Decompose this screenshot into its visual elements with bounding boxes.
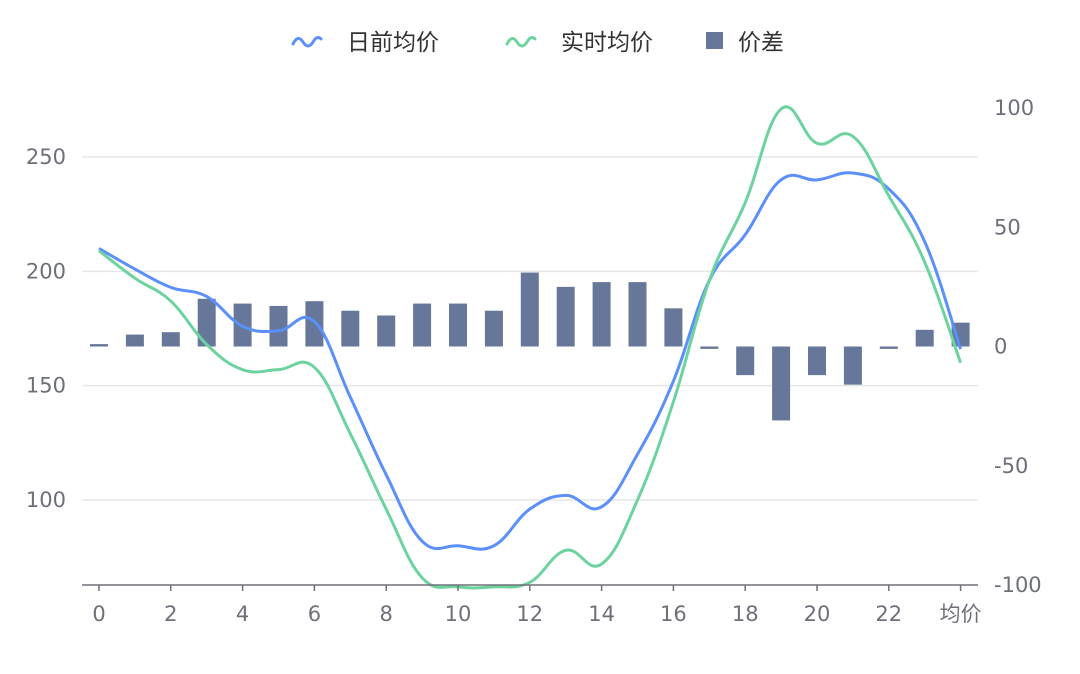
y-right-tick-label: 100 (994, 96, 1034, 120)
bar[interactable] (484, 310, 503, 347)
bar[interactable] (556, 286, 575, 347)
bar[interactable] (125, 334, 144, 347)
x-tick-label: 16 (660, 602, 687, 626)
legend-label: 价差 (738, 30, 784, 56)
x-tick-label: 8 (380, 602, 393, 626)
y-axis-right: -100 -50 0 50 100 (994, 96, 1042, 597)
bar[interactable] (628, 282, 647, 347)
x-tick-label: 6 (308, 602, 321, 626)
x-tick-label: 18 (732, 602, 759, 626)
y-left-tick-label: 100 (26, 488, 66, 512)
legend-item[interactable]: 价差 (706, 30, 784, 56)
y-right-tick-label: 50 (994, 215, 1021, 239)
x-axis: 0 2 4 6 8 10 12 14 16 18 20 22 均价 (82, 584, 982, 626)
square-legend-icon (706, 32, 723, 49)
y-left-tick-label: 250 (26, 145, 66, 169)
bar[interactable] (197, 298, 216, 347)
bar[interactable] (664, 308, 683, 347)
x-tick-label: 14 (588, 602, 615, 626)
bar[interactable] (449, 303, 467, 347)
bar[interactable] (305, 301, 324, 347)
bar[interactable] (915, 329, 934, 347)
y-left-tick-label: 150 (26, 374, 66, 398)
bar[interactable] (592, 282, 611, 347)
y-right-tick-label: -100 (994, 573, 1042, 597)
bar[interactable] (341, 310, 360, 347)
bar[interactable] (269, 305, 288, 347)
bar[interactable] (879, 346, 898, 349)
y-axis-left: 100 150 200 250 (26, 145, 66, 512)
legend-item[interactable]: 日前均价 (291, 30, 439, 56)
bar[interactable] (951, 322, 970, 347)
bar[interactable] (161, 332, 180, 347)
legend-item[interactable]: 实时均价 (505, 30, 653, 56)
x-tick-label: 4 (236, 602, 249, 626)
x-tick-label: 2 (164, 602, 177, 626)
x-tick-label: 12 (516, 602, 543, 626)
legend-label: 日前均价 (347, 30, 439, 56)
line-legend-icon (291, 36, 323, 48)
x-tick-label: 10 (445, 602, 472, 626)
x-tick-label: 均价 (940, 602, 982, 626)
x-tick-label: 22 (875, 602, 902, 626)
series-line[interactable] (98, 105, 963, 590)
y-right-tick-label: 0 (994, 335, 1007, 359)
x-tick-label: 20 (804, 602, 831, 626)
bar[interactable] (843, 346, 862, 385)
x-tick-label: 0 (92, 602, 105, 626)
series-line[interactable] (98, 171, 963, 551)
bar[interactable] (520, 272, 539, 347)
bar[interactable] (413, 303, 432, 347)
y-left-tick-label: 200 (26, 259, 66, 283)
line-series (98, 105, 963, 590)
bar[interactable] (808, 346, 826, 376)
bar[interactable] (700, 346, 719, 349)
grid (82, 156, 978, 501)
legend-label: 实时均价 (561, 30, 653, 56)
line-legend-icon (505, 36, 537, 48)
legend[interactable]: 日前均价 实时均价 价差 (291, 30, 784, 56)
bar[interactable] (772, 346, 791, 421)
bar-series (90, 272, 970, 421)
bar[interactable] (377, 315, 396, 347)
bar[interactable] (90, 344, 108, 347)
y-right-tick-label: -50 (994, 454, 1028, 478)
bar[interactable] (736, 346, 755, 376)
